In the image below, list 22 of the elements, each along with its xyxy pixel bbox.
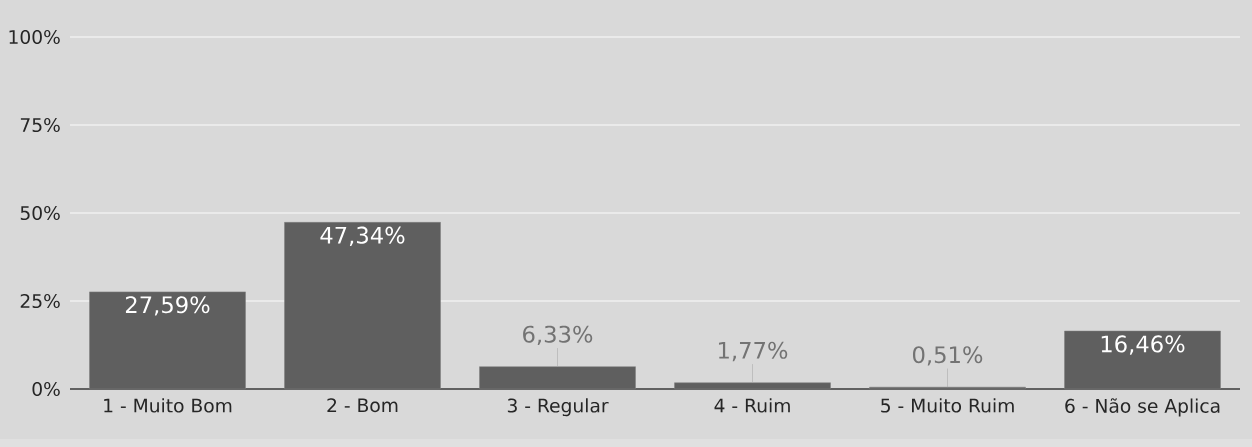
data-label: 47,34% [320, 226, 405, 247]
data-label: 1,77% [718, 341, 788, 362]
y-tick-label: 25% [20, 293, 60, 309]
data-label: 16,46% [1101, 335, 1185, 355]
y-tick-label: 100% [9, 29, 60, 45]
x-tick-label: 6 - Não se Aplica [1065, 398, 1220, 417]
bar [674, 382, 831, 390]
data-label: 27,59% [125, 296, 210, 316]
x-tick-label: 4 - Ruim [714, 398, 790, 413]
x-tick-label: 1 - Muito Bom [104, 398, 232, 413]
bar [479, 366, 636, 390]
y-tick-label: 0% [32, 381, 60, 397]
bar [89, 291, 246, 390]
bar [1064, 330, 1221, 390]
x-tick-label: 2 - Bom [327, 398, 398, 413]
x-tick-label: 5 - Muito Ruim [881, 398, 1014, 413]
bar [284, 222, 441, 390]
data-label: 6,33% [523, 325, 593, 346]
x-tick-label: 3 - Regular [507, 398, 609, 417]
y-tick-label: 75% [20, 117, 60, 133]
data-label: 0,51% [912, 346, 983, 366]
y-tick-label: 50% [20, 205, 60, 221]
